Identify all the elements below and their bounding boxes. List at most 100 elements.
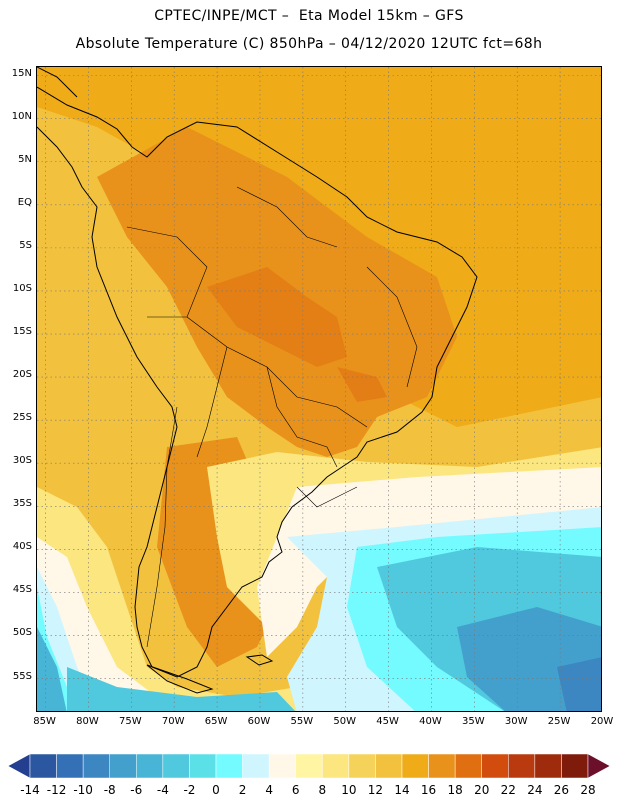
border-bolivia — [196, 346, 228, 458]
lon-label: 70W — [161, 716, 185, 727]
lat-label: 15S — [12, 326, 32, 337]
colorbar-swatch — [109, 753, 137, 779]
border-paraguay — [266, 366, 338, 468]
field-band-minus6 — [557, 657, 601, 711]
colorbar-label: 2 — [238, 783, 247, 797]
lon-label: 65W — [204, 716, 228, 727]
colorbar — [7, 753, 611, 779]
field-band-0-south — [67, 667, 296, 711]
border-brazil-states — [366, 266, 418, 388]
map-title: CPTEC/INPE/MCT – Eta Model 15km – GFS — [154, 8, 464, 24]
colorbar-label: 26 — [553, 783, 570, 797]
lon-label: 30W — [504, 716, 528, 727]
lat-label: 10N — [11, 110, 32, 122]
colorbar-label: -4 — [156, 783, 169, 797]
colorbar-label: 6 — [291, 783, 300, 797]
lon-label: 55W — [290, 716, 314, 727]
lon-label: 50W — [333, 716, 357, 727]
colorbar-swatch — [56, 753, 84, 779]
colorbar-swatch — [82, 753, 110, 779]
colorbar-label: 8 — [318, 783, 327, 797]
colorbar-label: -10 — [73, 783, 93, 797]
colorbar-swatch — [162, 753, 190, 779]
tierra-del-fuego — [146, 664, 214, 694]
lat-label: 15N — [11, 67, 32, 79]
lat-label: 35S — [12, 498, 32, 510]
country-borders — [126, 186, 418, 648]
lat-label: 25S — [12, 412, 32, 424]
colorbar-swatch — [189, 753, 217, 779]
lon-label: 75W — [119, 716, 142, 727]
colorbar-label: 22 — [500, 783, 516, 797]
temperature-map — [37, 67, 601, 711]
field-band-minus2-west — [37, 627, 67, 711]
colorbar-label: -8 — [103, 783, 116, 797]
map-panel — [36, 66, 602, 712]
lon-label: 35W — [462, 716, 485, 727]
lon-label: 25W — [547, 716, 571, 727]
border-uruguay — [296, 486, 358, 508]
lon-label: 80W — [76, 716, 99, 727]
colorbar-swatch — [268, 753, 296, 779]
central-america-coast — [37, 67, 78, 98]
lat-label: 5S — [19, 239, 32, 251]
lat-label: 45S — [12, 584, 32, 596]
colorbar-swatch — [508, 753, 536, 779]
border-venezuela-guyana — [236, 186, 338, 248]
lon-label: 40W — [419, 716, 442, 727]
colorbar-swatch — [561, 753, 589, 779]
coastlines — [37, 67, 478, 694]
border-chile-argentina — [146, 406, 178, 648]
colorbar-swatch — [136, 753, 164, 779]
colorbar-swatch — [322, 753, 350, 779]
colorbar-label: 20 — [474, 783, 490, 797]
colorbar-swatch — [295, 753, 323, 779]
map-subtitle: Absolute Temperature (C) 850hPa – 04/12/… — [75, 36, 543, 52]
colorbar-swatch — [428, 753, 456, 779]
colorbar-swatch — [242, 753, 270, 779]
lat-label: 55S — [12, 670, 32, 682]
colorbar-label: 24 — [527, 783, 543, 797]
lat-label: 5N — [18, 153, 32, 165]
border-colombia — [126, 226, 208, 318]
colorbar-swatch — [454, 753, 482, 779]
colorbar-label: 4 — [265, 783, 273, 797]
south-america-coastline — [37, 86, 478, 678]
colorbar-high-triangle — [587, 753, 611, 779]
colorbar-label: 28 — [580, 783, 596, 797]
lon-label: 60W — [247, 716, 271, 727]
colorbar-label: 18 — [447, 783, 463, 797]
falkland-islands — [245, 654, 274, 666]
lat-label: 50S — [12, 627, 32, 639]
colorbar-label: 16 — [420, 783, 437, 797]
colorbar-label: 10 — [341, 783, 357, 797]
colorbar-swatch — [534, 753, 562, 779]
lon-label: 45W — [376, 716, 399, 727]
colorbar-swatch — [401, 753, 429, 779]
lat-label: 30S — [12, 455, 32, 467]
colorbar-label: -6 — [130, 783, 143, 797]
colorbar-label: 0 — [212, 783, 220, 797]
colorbar-label: 14 — [394, 783, 410, 797]
colorbar-label: -12 — [46, 783, 67, 797]
colorbar-label: 12 — [367, 783, 384, 797]
field-band-8 — [257, 467, 601, 657]
colorbar-label: -14 — [20, 783, 40, 797]
lat-label: EQ — [17, 196, 32, 208]
field-band-8-west — [37, 537, 237, 711]
lon-label: 85W — [33, 716, 56, 727]
colorbar-label: -2 — [183, 783, 196, 797]
lat-label: 20S — [12, 369, 32, 381]
field-hot-core-2 — [337, 367, 387, 402]
field-hot-core-1 — [207, 267, 347, 367]
colorbar-swatch — [375, 753, 403, 779]
lat-label: 10S — [12, 282, 32, 294]
colorbar-swatch — [348, 753, 376, 779]
lon-label: 20W — [590, 716, 614, 727]
border-brazil-west — [186, 316, 368, 428]
colorbar-swatch — [215, 753, 243, 779]
colorbar-low-triangle — [7, 753, 31, 779]
colorbar-swatch — [29, 753, 57, 779]
lat-label: 40S — [12, 541, 32, 553]
colorbar-swatch — [481, 753, 509, 779]
